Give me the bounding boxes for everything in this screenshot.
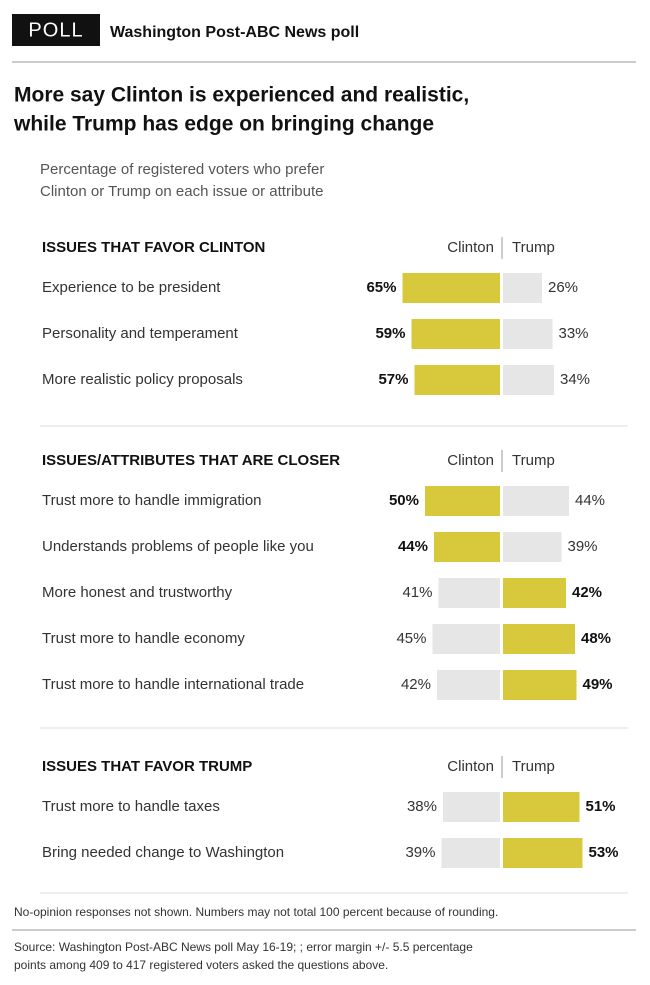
value-label: 39% xyxy=(405,844,435,861)
value-label: 44% xyxy=(575,492,605,509)
bar-clinton xyxy=(402,273,500,303)
bar-trump xyxy=(503,838,583,868)
value-label: 57% xyxy=(378,371,408,388)
bar-trump xyxy=(503,532,562,562)
value-label: 65% xyxy=(366,279,396,296)
bar-trump xyxy=(503,486,569,516)
bar-trump xyxy=(503,624,575,654)
bar-clinton xyxy=(411,319,500,349)
bar-trump xyxy=(503,792,580,822)
legend-clinton: Clinton xyxy=(447,758,494,775)
value-label: 26% xyxy=(548,279,578,296)
value-label: 42% xyxy=(572,584,602,601)
bar-trump xyxy=(503,319,553,349)
value-label: 41% xyxy=(402,584,432,601)
row-label: Trust more to handle international trade xyxy=(42,676,304,693)
value-label: 51% xyxy=(586,798,616,815)
value-label: 33% xyxy=(559,325,589,342)
bar-clinton xyxy=(437,670,500,700)
row-label: Personality and temperament xyxy=(42,325,239,342)
value-label: 34% xyxy=(560,371,590,388)
title: while Trump has edge on bringing change xyxy=(13,113,434,136)
source: Source: Washington Post-ABC News poll Ma… xyxy=(14,940,473,954)
bar-trump xyxy=(503,578,566,608)
source: points among 409 to 417 registered voter… xyxy=(14,958,388,972)
legend-clinton: Clinton xyxy=(447,452,494,469)
poll-tag-box xyxy=(12,14,100,46)
row-label: Experience to be president xyxy=(42,279,221,296)
legend-trump: Trump xyxy=(512,239,555,256)
subtitle: Percentage of registered voters who pref… xyxy=(40,161,324,178)
value-label: 48% xyxy=(581,630,611,647)
row-label: Trust more to handle economy xyxy=(42,630,245,647)
value-label: 45% xyxy=(396,630,426,647)
row-label: Bring needed change to Washington xyxy=(42,844,284,861)
bar-trump xyxy=(503,670,577,700)
row-label: More honest and trustworthy xyxy=(42,584,233,601)
bar-clinton xyxy=(434,532,500,562)
title: More say Clinton is experienced and real… xyxy=(14,84,469,107)
value-label: 39% xyxy=(568,538,598,555)
bar-clinton xyxy=(443,792,500,822)
row-label: Trust more to handle immigration xyxy=(42,492,262,509)
row-label: More realistic policy proposals xyxy=(42,371,243,388)
subtitle: Clinton or Trump on each issue or attrib… xyxy=(40,183,323,200)
note: No-opinion responses not shown. Numbers … xyxy=(14,905,498,919)
bar-clinton xyxy=(438,578,500,608)
bar-clinton xyxy=(425,486,500,516)
section-title: ISSUES THAT FAVOR CLINTON xyxy=(42,239,265,256)
legend-trump: Trump xyxy=(512,758,555,775)
poll-tag: POLL xyxy=(28,19,83,41)
value-label: 59% xyxy=(375,325,405,342)
row-label: Understands problems of people like you xyxy=(42,538,314,555)
bar-clinton xyxy=(432,624,500,654)
bar-clinton xyxy=(414,365,500,395)
value-label: 50% xyxy=(389,492,419,509)
value-label: 44% xyxy=(398,538,428,555)
value-label: 42% xyxy=(401,676,431,693)
bar-trump xyxy=(503,365,554,395)
header-source: Washington Post-ABC News poll xyxy=(110,24,359,41)
bar-trump xyxy=(503,273,542,303)
section-title: ISSUES THAT FAVOR TRUMP xyxy=(42,758,252,775)
legend-clinton: Clinton xyxy=(447,239,494,256)
value-label: 53% xyxy=(589,844,619,861)
row-label: Trust more to handle taxes xyxy=(42,798,220,815)
legend-trump: Trump xyxy=(512,452,555,469)
value-label: 49% xyxy=(583,676,613,693)
bar-clinton xyxy=(441,838,500,868)
value-label: 38% xyxy=(407,798,437,815)
section-title: ISSUES/ATTRIBUTES THAT ARE CLOSER xyxy=(42,452,340,469)
